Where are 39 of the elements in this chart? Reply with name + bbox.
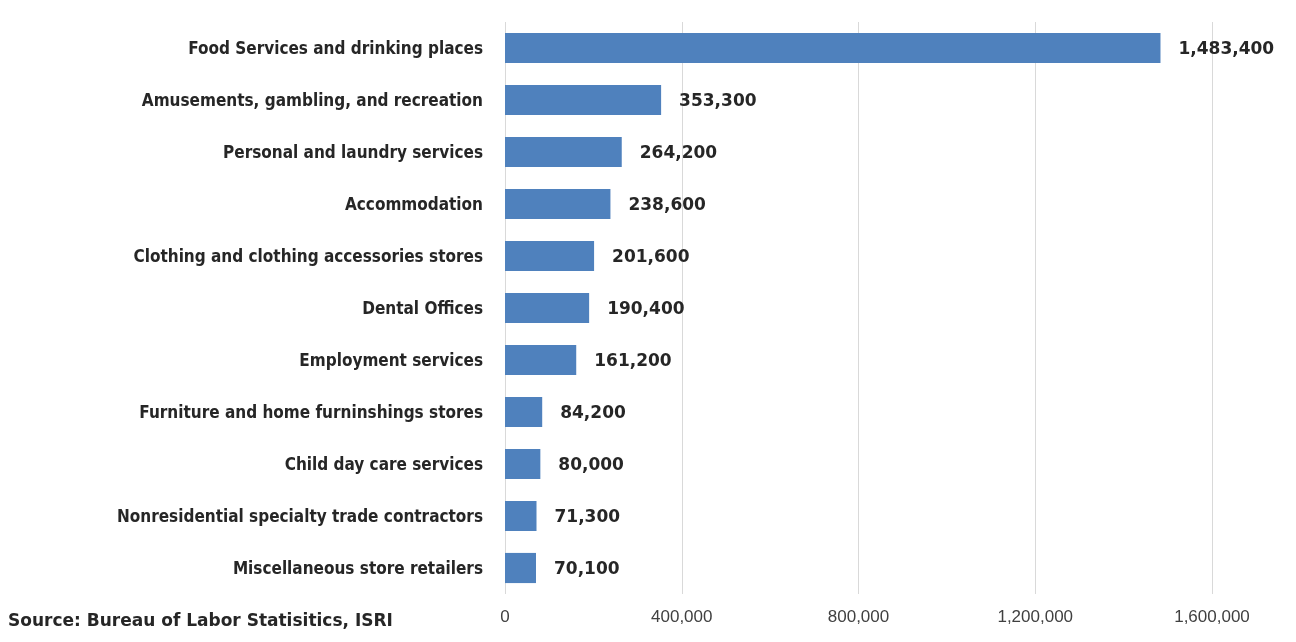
data-label: 80,000 [558,454,625,474]
x-tick-label: 1,600,000 [1174,607,1250,626]
data-label: 71,300 [554,506,621,526]
x-tick-label: 400,000 [651,607,713,626]
source-note: Source: Bureau of Labor Statisitics, ISRI [8,609,393,630]
y-tick-label: Nonresidential specialty trade contractors [117,506,483,526]
y-tick-label: Miscellaneous store retailers [232,558,483,578]
x-tick-label: 0 [500,607,510,626]
bar [505,500,537,532]
x-tick-label: 800,000 [827,607,890,626]
y-tick-label: Personal and laundry services [223,142,483,162]
y-tick-label: Dental Offices [362,298,483,318]
x-tick-label: 1,200,000 [997,607,1074,626]
data-label: 161,200 [594,350,672,370]
data-label: 70,100 [553,558,620,578]
y-tick-label: Child day care services [284,454,483,474]
y-tick-label: Food Services and drinking places [188,38,483,58]
bar [505,344,577,376]
y-tick-label: Accommodation [344,194,483,214]
data-label: 84,200 [560,402,626,422]
data-label: 238,600 [628,194,707,214]
bar [505,32,1161,64]
bar [505,552,536,584]
data-label: 1,483,400 [1178,38,1275,58]
y-tick-label: Clothing and clothing accessories stores [133,246,483,266]
y-tick-label: Employment services [299,350,483,370]
data-label: 190,400 [607,298,685,318]
bar [505,448,541,480]
y-tick-label: Amusements, gambling, and recreation [141,90,483,110]
y-tick-label: Furniture and home furninshings stores [139,402,483,422]
data-label: 353,300 [679,90,757,110]
bar [505,240,595,272]
data-label: 264,200 [639,142,718,162]
bar [505,136,622,168]
data-label: 201,600 [612,246,690,266]
bar [505,84,662,116]
bar [505,292,590,324]
bar [505,188,611,220]
bar [505,396,543,428]
